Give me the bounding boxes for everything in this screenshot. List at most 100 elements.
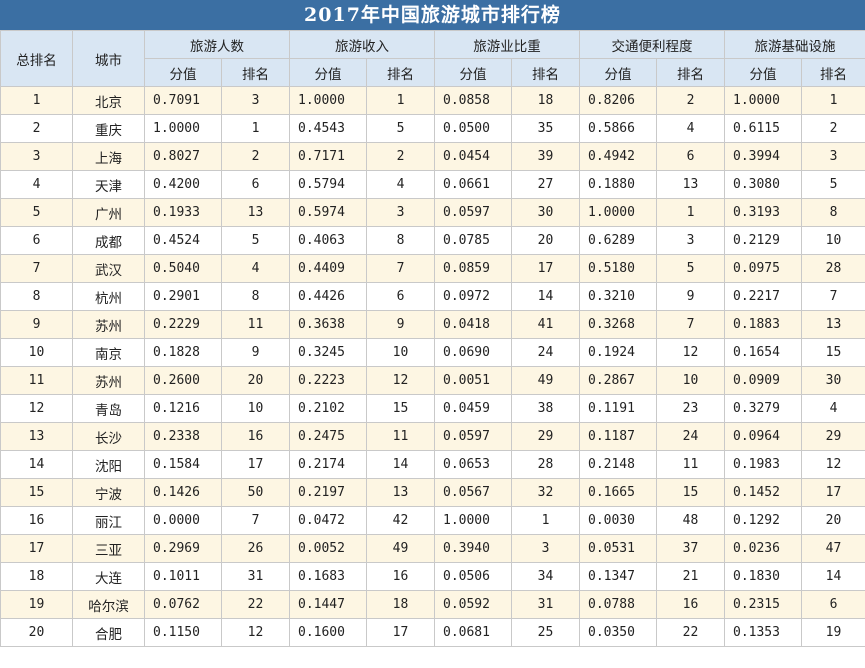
cell-transport-rank: 23 <box>656 394 725 423</box>
cell-transport-score: 0.0030 <box>579 506 657 535</box>
cell-city: 北京 <box>72 86 145 115</box>
cell-transport-rank: 12 <box>656 338 725 367</box>
cell-share-score: 0.0459 <box>434 394 512 423</box>
cell-revenue-score: 0.2102 <box>289 394 367 423</box>
cell-share-rank: 1 <box>511 506 580 535</box>
header-city: 城市 <box>72 30 145 87</box>
cell-share-rank: 29 <box>511 422 580 451</box>
cell-city: 丽江 <box>72 506 145 535</box>
cell-revenue-score: 0.5974 <box>289 198 367 227</box>
table-row: 2 重庆 1.0000 1 0.4543 5 0.0500 35 0.5866 4 0.6115 2 <box>0 114 865 143</box>
cell-share-score: 0.0859 <box>434 254 512 283</box>
header-group-transport: 交通便利程度 <box>579 30 725 59</box>
cell-share-score: 0.0597 <box>434 198 512 227</box>
cell-visitors-score: 0.2600 <box>144 366 222 395</box>
cell-infrastructure-score: 0.3080 <box>724 170 802 199</box>
cell-city: 苏州 <box>72 310 145 339</box>
table-row: 18 大连 0.1011 31 0.1683 16 0.0506 34 0.1347 21 0.18… <box>0 562 865 591</box>
cell-share-score: 0.0785 <box>434 226 512 255</box>
header-total-rank: 总排名 <box>0 30 73 87</box>
table-row: 9 苏州 0.2229 11 0.3638 9 0.0418 41 0.3268 7 0.1883 1… <box>0 310 865 339</box>
cell-total-rank: 9 <box>0 310 73 339</box>
cell-share-score: 0.0051 <box>434 366 512 395</box>
cell-infrastructure-score: 0.2217 <box>724 282 802 311</box>
cell-city: 上海 <box>72 142 145 171</box>
cell-share-rank: 34 <box>511 562 580 591</box>
cell-revenue-score: 0.1683 <box>289 562 367 591</box>
cell-visitors-rank: 4 <box>221 254 290 283</box>
subheader-rank: 排名 <box>656 58 725 87</box>
cell-revenue-rank: 8 <box>366 226 435 255</box>
subheader-rank: 排名 <box>801 58 865 87</box>
cell-infrastructure-score: 0.2315 <box>724 590 802 619</box>
cell-share-rank: 3 <box>511 534 580 563</box>
cell-infrastructure-score: 0.3193 <box>724 198 802 227</box>
cell-share-score: 0.3940 <box>434 534 512 563</box>
cell-visitors-rank: 7 <box>221 506 290 535</box>
cell-total-rank: 16 <box>0 506 73 535</box>
table-row: 19 哈尔滨 0.0762 22 0.1447 18 0.0592 31 0.0788 16 0.2… <box>0 590 865 619</box>
cell-visitors-rank: 8 <box>221 282 290 311</box>
cell-transport-rank: 5 <box>656 254 725 283</box>
cell-share-rank: 35 <box>511 114 580 143</box>
cell-visitors-score: 1.0000 <box>144 114 222 143</box>
cell-transport-score: 0.2148 <box>579 450 657 479</box>
cell-visitors-score: 0.5040 <box>144 254 222 283</box>
cell-revenue-rank: 42 <box>366 506 435 535</box>
cell-infrastructure-score: 0.1883 <box>724 310 802 339</box>
cell-transport-rank: 10 <box>656 366 725 395</box>
cell-city: 长沙 <box>72 422 145 451</box>
cell-visitors-score: 0.2901 <box>144 282 222 311</box>
cell-infrastructure-rank: 6 <box>801 590 865 619</box>
table-row: 13 长沙 0.2338 16 0.2475 11 0.0597 29 0.1187 24 0.09… <box>0 422 865 451</box>
cell-share-score: 0.0858 <box>434 86 512 115</box>
cell-revenue-rank: 18 <box>366 590 435 619</box>
cell-visitors-score: 0.1426 <box>144 478 222 507</box>
cell-revenue-score: 0.2174 <box>289 450 367 479</box>
cell-revenue-rank: 12 <box>366 366 435 395</box>
cell-transport-score: 0.6289 <box>579 226 657 255</box>
header-row-sub: 分值 排名 分值 排名 分值 排名 分值 排名 分值 排名 <box>1 58 865 87</box>
cell-transport-score: 0.4942 <box>579 142 657 171</box>
header-row-groups: 总排名 城市 旅游人数 旅游收入 旅游业比重 交通便利程度 旅游基础设施 <box>0 30 865 87</box>
table-row: 6 成都 0.4524 5 0.4063 8 0.0785 20 0.6289 3 0.2129 10 <box>0 226 865 255</box>
cell-total-rank: 1 <box>0 86 73 115</box>
cell-transport-score: 1.0000 <box>579 198 657 227</box>
cell-total-rank: 2 <box>0 114 73 143</box>
cell-share-rank: 24 <box>511 338 580 367</box>
cell-visitors-score: 0.1011 <box>144 562 222 591</box>
cell-share-score: 1.0000 <box>434 506 512 535</box>
subheader-rank: 排名 <box>366 58 435 87</box>
cell-share-rank: 27 <box>511 170 580 199</box>
cell-visitors-score: 0.0000 <box>144 506 222 535</box>
cell-infrastructure-score: 0.1452 <box>724 478 802 507</box>
cell-revenue-score: 0.3638 <box>289 310 367 339</box>
table-row: 10 南京 0.1828 9 0.3245 10 0.0690 24 0.1924 12 0.165… <box>0 338 865 367</box>
cell-city: 天津 <box>72 170 145 199</box>
cell-city: 宁波 <box>72 478 145 507</box>
subheader-score: 分值 <box>144 58 222 87</box>
cell-visitors-score: 0.1216 <box>144 394 222 423</box>
cell-share-score: 0.0690 <box>434 338 512 367</box>
cell-total-rank: 3 <box>0 142 73 171</box>
cell-city: 成都 <box>72 226 145 255</box>
cell-visitors-rank: 2 <box>221 142 290 171</box>
subheader-score: 分值 <box>289 58 367 87</box>
cell-infrastructure-score: 0.1983 <box>724 450 802 479</box>
cell-infrastructure-score: 0.6115 <box>724 114 802 143</box>
cell-infrastructure-rank: 13 <box>801 310 865 339</box>
table-row: 17 三亚 0.2969 26 0.0052 49 0.3940 3 0.0531 37 0.023… <box>0 534 865 563</box>
cell-revenue-rank: 10 <box>366 338 435 367</box>
cell-transport-rank: 37 <box>656 534 725 563</box>
cell-visitors-score: 0.0762 <box>144 590 222 619</box>
cell-total-rank: 4 <box>0 170 73 199</box>
cell-infrastructure-rank: 30 <box>801 366 865 395</box>
cell-visitors-rank: 12 <box>221 618 290 647</box>
cell-total-rank: 14 <box>0 450 73 479</box>
cell-infrastructure-rank: 4 <box>801 394 865 423</box>
cell-infrastructure-rank: 10 <box>801 226 865 255</box>
cell-revenue-rank: 49 <box>366 534 435 563</box>
cell-revenue-rank: 2 <box>366 142 435 171</box>
cell-share-score: 0.0500 <box>434 114 512 143</box>
